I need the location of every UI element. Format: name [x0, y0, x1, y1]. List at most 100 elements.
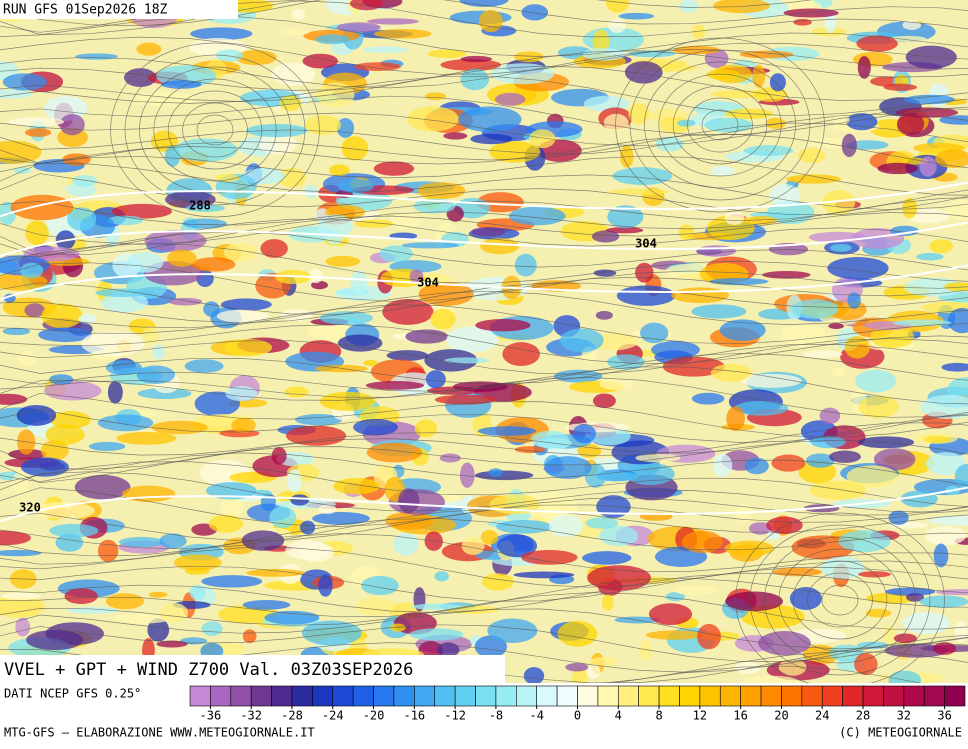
field-blob	[471, 226, 506, 237]
field-blob	[459, 462, 475, 488]
field-blob	[0, 595, 45, 618]
field-blob	[350, 0, 383, 11]
field-blob	[595, 471, 638, 482]
field-blob	[828, 323, 844, 330]
colorbar-swatch	[516, 685, 538, 707]
field-blob	[478, 9, 503, 33]
streamline	[0, 324, 968, 365]
colorbar-tick-label: 16	[733, 709, 747, 723]
field-blob	[215, 49, 243, 62]
field-blob	[781, 325, 828, 347]
field-blob	[477, 426, 537, 436]
field-blob	[2, 327, 31, 336]
field-blob	[334, 286, 392, 301]
field-blob	[460, 68, 490, 91]
colorbar-tick-label: 12	[693, 709, 707, 723]
colorbar-tick-label: -8	[489, 709, 503, 723]
field-blob	[514, 253, 537, 277]
colorbar-tick-label: -32	[240, 709, 262, 723]
vortex-line	[139, 66, 291, 194]
field-blob	[786, 174, 841, 184]
field-blob	[437, 642, 460, 658]
field-blob	[8, 117, 65, 127]
streamline	[0, 366, 968, 405]
field-blob	[925, 452, 966, 476]
credit: MTG-GFS – ELABORAZIONE WWW.METEOGIORNALE…	[4, 726, 315, 740]
field-blob	[242, 599, 291, 610]
streamline	[0, 651, 968, 683]
field-blob	[935, 149, 968, 169]
data-source: DATI NCEP GFS 0.25°	[4, 687, 141, 701]
field-blob	[618, 12, 655, 20]
streamline	[0, 162, 968, 211]
field-blob	[151, 420, 208, 435]
field-blob	[446, 326, 498, 353]
field-blob	[954, 463, 968, 490]
field-blob	[528, 129, 556, 149]
field-blob	[25, 220, 49, 246]
field-blob	[439, 453, 461, 463]
field-blob	[355, 597, 396, 616]
field-blob	[279, 95, 302, 111]
field-blob	[142, 326, 159, 345]
field-blob	[592, 393, 616, 409]
field-blob	[521, 4, 549, 21]
colorbar-swatch	[719, 685, 741, 707]
field-blob	[44, 380, 102, 401]
field-blob	[341, 136, 369, 161]
field-blob	[893, 633, 917, 644]
vortex-line	[153, 78, 277, 182]
contour-label: 320	[19, 501, 41, 515]
vortex-line	[701, 109, 739, 141]
contour-label: 304	[635, 237, 657, 251]
field-blob	[919, 595, 968, 608]
field-blob	[409, 628, 464, 641]
colorbar-swatch	[210, 685, 232, 707]
streamline	[0, 409, 968, 443]
vortex-line	[672, 85, 768, 165]
contour-label: 304	[417, 276, 439, 290]
field-blob	[884, 643, 948, 658]
field-blob	[521, 550, 578, 565]
colorbar-swatch	[862, 685, 884, 707]
colorbar-swatch	[414, 685, 436, 707]
field-blob	[513, 571, 575, 579]
streamline	[0, 577, 968, 618]
streamline	[0, 95, 968, 136]
field-blob	[523, 667, 545, 683]
field-blob	[136, 365, 176, 384]
field-blob	[892, 319, 952, 327]
field-blob	[608, 18, 627, 33]
field-blob	[902, 612, 951, 634]
field-blob	[1, 592, 40, 600]
gpt-contour	[0, 221, 968, 258]
colorbar-swatch	[617, 685, 639, 707]
field-blob	[847, 292, 861, 309]
streamline	[0, 65, 968, 102]
field-blob	[173, 554, 222, 571]
colorbar-swatch	[434, 685, 456, 707]
field-blob	[59, 113, 85, 136]
field-blob	[923, 435, 951, 443]
field-blob	[333, 478, 381, 495]
field-blob	[789, 586, 822, 611]
field-blob	[101, 292, 149, 313]
vortex-line	[124, 54, 306, 206]
streamline	[0, 36, 968, 75]
field-blob	[167, 249, 197, 267]
streamline	[0, 422, 968, 470]
field-blob	[461, 536, 485, 555]
field-blob	[677, 119, 696, 127]
field-blob	[947, 307, 968, 334]
vortex-line	[644, 61, 796, 189]
field-blob	[797, 147, 826, 164]
field-blob	[639, 639, 652, 662]
field-blob	[152, 344, 165, 360]
field-blob	[681, 530, 723, 553]
colorbar-swatch	[536, 685, 558, 707]
colorbar-swatch	[842, 685, 864, 707]
streamline	[0, 231, 968, 271]
field-blob	[480, 530, 499, 545]
streamline	[0, 392, 968, 438]
vortex-line	[735, 512, 945, 683]
